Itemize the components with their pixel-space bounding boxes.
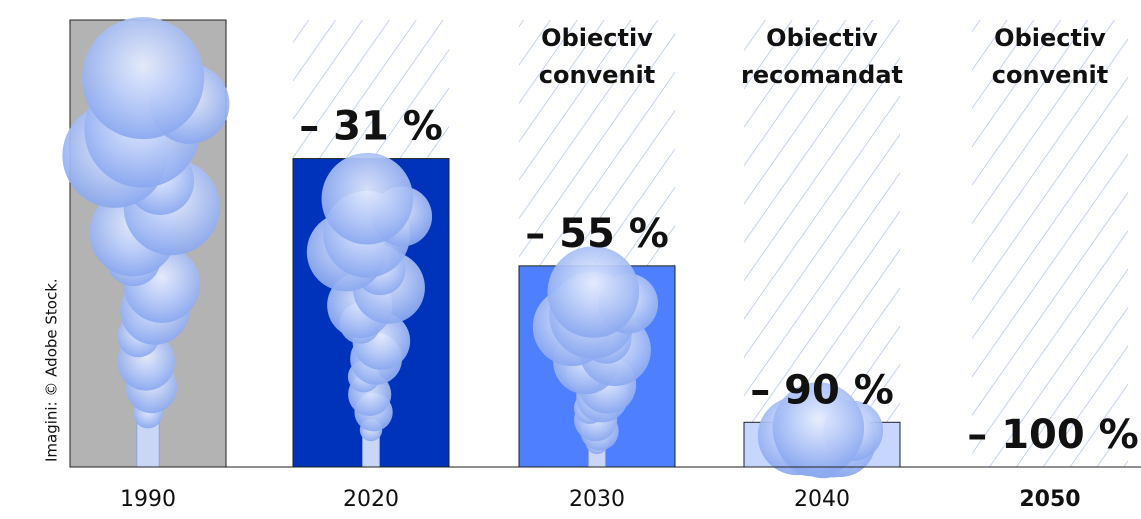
- smoke-puff: [82, 17, 205, 140]
- x-tick-label: 2040: [794, 487, 850, 512]
- smoke-illustration: [532, 246, 659, 468]
- annotation: Obiectiv: [541, 24, 653, 52]
- smoke-illustration: [757, 382, 884, 479]
- smoke-puff: [321, 152, 414, 245]
- value-label: – 100 %: [967, 412, 1138, 458]
- smoke-illustration: [306, 152, 433, 468]
- smoke-illustration: [62, 17, 230, 468]
- x-tick-label: 2030: [569, 487, 625, 512]
- background-layer: [293, 20, 1128, 467]
- hatched-column: [972, 20, 1128, 467]
- label-layer: 1990 – 31 % 2020 – 55 % Obiectiv convenit 2030…: [120, 24, 1139, 512]
- value-label: – 90 %: [750, 367, 894, 413]
- annotation: convenit: [992, 61, 1109, 89]
- annotation: Obiectiv: [994, 24, 1106, 52]
- annotation: convenit: [539, 61, 656, 89]
- x-tick-label: 2050: [1019, 487, 1080, 512]
- value-label: – 55 %: [525, 211, 669, 257]
- x-tick-label: 2020: [343, 487, 399, 512]
- value-label: – 31 %: [299, 104, 443, 150]
- annotation: recomandat: [741, 61, 903, 89]
- annotation: Obiectiv: [766, 24, 878, 52]
- image-credit: Imagini: © Adobe Stock.: [43, 278, 61, 462]
- x-tick-label: 1990: [120, 487, 176, 512]
- smoke-puff: [772, 382, 865, 474]
- smoke-puff: [547, 246, 640, 338]
- smoke-layer: [62, 17, 884, 479]
